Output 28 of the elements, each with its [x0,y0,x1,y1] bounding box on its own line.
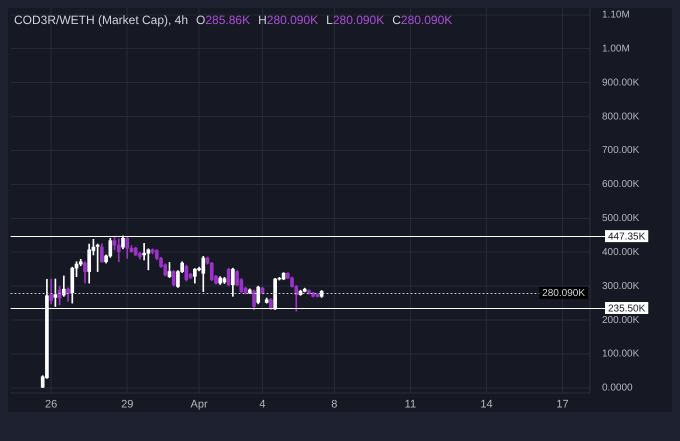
y-tick-label: 200.00K [602,314,640,326]
y-tick-label: 1.00M [602,43,630,54]
annotation: C280.090K [392,13,452,27]
ref-line-label: 235.50K [608,303,646,314]
ref-line-label: 447.35K [608,231,646,242]
x-tick-label: 14 [480,398,493,411]
y-tick-label: 600.00K [602,179,640,190]
y-tick-label: 700.00K [602,145,640,156]
y-tick-label: 500.00K [602,213,640,224]
annotation: L280.090K [326,13,384,27]
x-tick-label: 17 [556,398,569,411]
y-tick-label: 300.00K [602,280,640,292]
x-tick-label: 11 [404,398,416,411]
annotation: H280.090K [258,13,318,27]
ref-line-label: 280.090K [542,288,586,300]
x-tick-label: 26 [45,398,58,411]
x-tick-label: 29 [121,398,134,411]
x-tick-label: 4 [259,398,266,411]
y-tick-label: 900.00K [602,77,640,88]
x-tick-label: Apr [190,398,208,411]
y-tick-label: 1.10M [602,10,630,21]
y-tick-label: 0.0000 [602,382,634,394]
y-tick-label: 800.00K [602,111,640,122]
y-tick-label: 100.00K [602,348,640,360]
x-tick-label: 8 [331,398,338,411]
y-tick-label: 400.00K [602,246,640,258]
text: COD3R/WETH (Market Cap), 4h [14,13,188,27]
annotation: O285.86K [196,13,250,27]
